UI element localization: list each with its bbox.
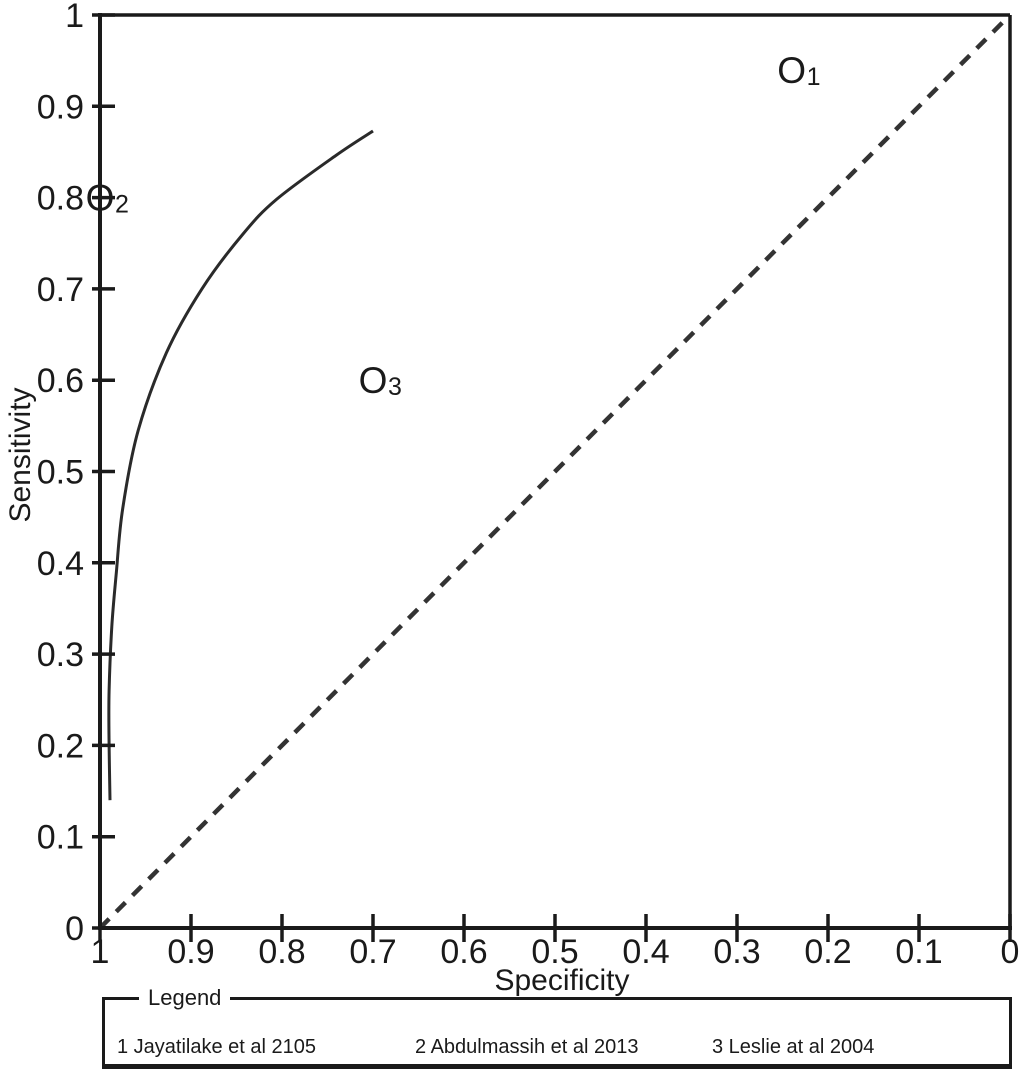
x-tick-label: 0 — [1001, 933, 1020, 971]
study-point-marker: O — [86, 178, 115, 219]
y-axis-title: Sensitivity — [4, 387, 37, 522]
y-tick-label: 0.5 — [37, 454, 84, 492]
x-tick-label: 0.5 — [531, 933, 578, 971]
y-tick-label: 0.8 — [37, 180, 84, 218]
x-tick-label: 0.8 — [258, 933, 305, 971]
x-tick-label: 0.7 — [349, 933, 396, 971]
study-point-marker: O — [359, 360, 388, 401]
sroc-curve-layer — [107, 129, 374, 801]
chance-diagonal-line — [98, 13, 1012, 930]
y-tick-label: 0.9 — [37, 88, 84, 126]
x-tick-label: 1 — [91, 933, 110, 971]
sroc-curve-line — [107, 129, 374, 801]
legend-title: Legend — [139, 985, 231, 1011]
study-point-index: 2 — [115, 191, 129, 219]
y-tick-label: 1 — [65, 0, 84, 35]
study-point-index: 3 — [388, 373, 402, 401]
x-tick-label: 0.2 — [804, 933, 851, 971]
y-tick-label: 0.1 — [37, 819, 84, 857]
legend-box: Legend 1 Jayatilake et al 2105 2 Abdulma… — [102, 985, 1012, 1069]
x-tick-label: 0.3 — [713, 933, 760, 971]
study-points: O 1O 2O 3 — [86, 50, 821, 401]
x-axis-title: Specificity — [494, 964, 629, 997]
chance-diagonal-layer — [98, 13, 1012, 930]
legend-item-3: 3 Leslie at al 2004 — [712, 1036, 875, 1058]
x-tick-label: 0.1 — [895, 933, 942, 971]
y-tick-label: 0 — [65, 910, 84, 948]
study-point-marker: O — [777, 50, 806, 91]
axis-tick-labels: 0 0.1 0.2 0.3 0.4 0.5 0.6 0.7 0.8 0.9 1 1 0.9 0.8 0.7 0… — [37, 0, 1020, 971]
y-tick-label: 0.2 — [37, 727, 84, 765]
y-tick-label: 0.6 — [37, 362, 84, 400]
x-tick-label: 0.4 — [622, 933, 669, 971]
study-point-index: 1 — [807, 63, 821, 91]
legend-item-2: 2 Abdulmassih et al 2013 — [415, 1036, 639, 1058]
x-tick-label: 0.6 — [440, 933, 487, 971]
y-tick-label: 0.4 — [37, 545, 84, 583]
legend-item-1: 1 Jayatilake et al 2105 — [117, 1036, 317, 1058]
x-tick-label: 0.9 — [167, 933, 214, 971]
axis-ticks — [92, 13, 1012, 942]
y-tick-label: 0.3 — [37, 636, 84, 674]
y-tick-label: 0.7 — [37, 271, 84, 309]
